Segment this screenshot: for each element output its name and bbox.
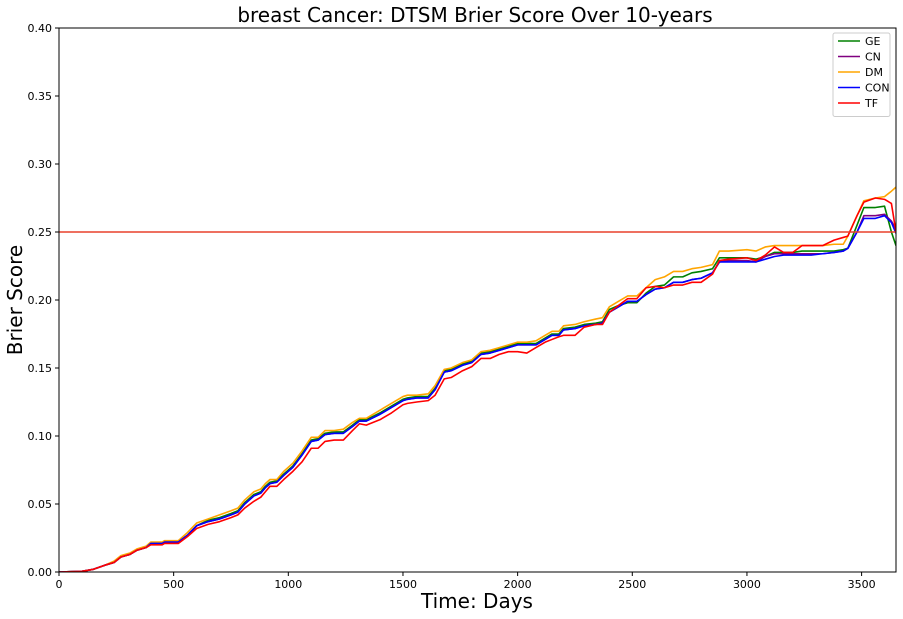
y-tick-label: 0.15 <box>28 362 53 375</box>
y-axis-ticks: 0.00 0.05 0.10 0.15 0.20 0.25 0.30 0.35 0.40 <box>28 22 59 579</box>
legend-label-dm: DM <box>865 66 883 79</box>
legend-label-tf: TF <box>864 97 878 110</box>
y-tick-label: 0.35 <box>28 90 53 103</box>
legend-label-cn: CN <box>865 51 881 64</box>
series-line-dm <box>59 186 896 572</box>
legend-box <box>832 32 891 117</box>
y-tick-label: 0.25 <box>28 226 53 239</box>
series-line-con <box>59 214 896 572</box>
x-axis-label: Time: Days <box>420 589 533 613</box>
legend-label-ge: GE <box>865 35 881 48</box>
y-tick-label: 0.20 <box>28 294 53 307</box>
legend-label-con: CON <box>865 82 890 95</box>
x-tick-label: 1000 <box>274 578 302 591</box>
y-tick-label: 0.40 <box>28 22 53 35</box>
x-tick-label: 2000 <box>504 578 532 591</box>
x-tick-label: 1500 <box>389 578 417 591</box>
y-tick-label: 0.10 <box>28 430 53 443</box>
y-axis-label: Brier Score <box>3 245 27 355</box>
legend: GE CN DM CON TF <box>832 32 891 117</box>
series-layer <box>59 186 896 572</box>
x-tick-label: 3000 <box>733 578 761 591</box>
x-tick-label: 0 <box>56 578 63 591</box>
x-axis-ticks: 0 500 1000 1500 2000 2500 3000 3500 <box>56 572 876 591</box>
y-tick-label: 0.00 <box>28 566 53 579</box>
chart-title: breast Cancer: DTSM Brier Score Over 10-… <box>237 3 712 27</box>
x-tick-label: 2500 <box>618 578 646 591</box>
y-tick-label: 0.30 <box>28 158 53 171</box>
x-tick-label: 3500 <box>848 578 876 591</box>
series-line-tf <box>59 197 896 572</box>
x-tick-label: 500 <box>163 578 184 591</box>
y-tick-label: 0.05 <box>28 498 53 511</box>
